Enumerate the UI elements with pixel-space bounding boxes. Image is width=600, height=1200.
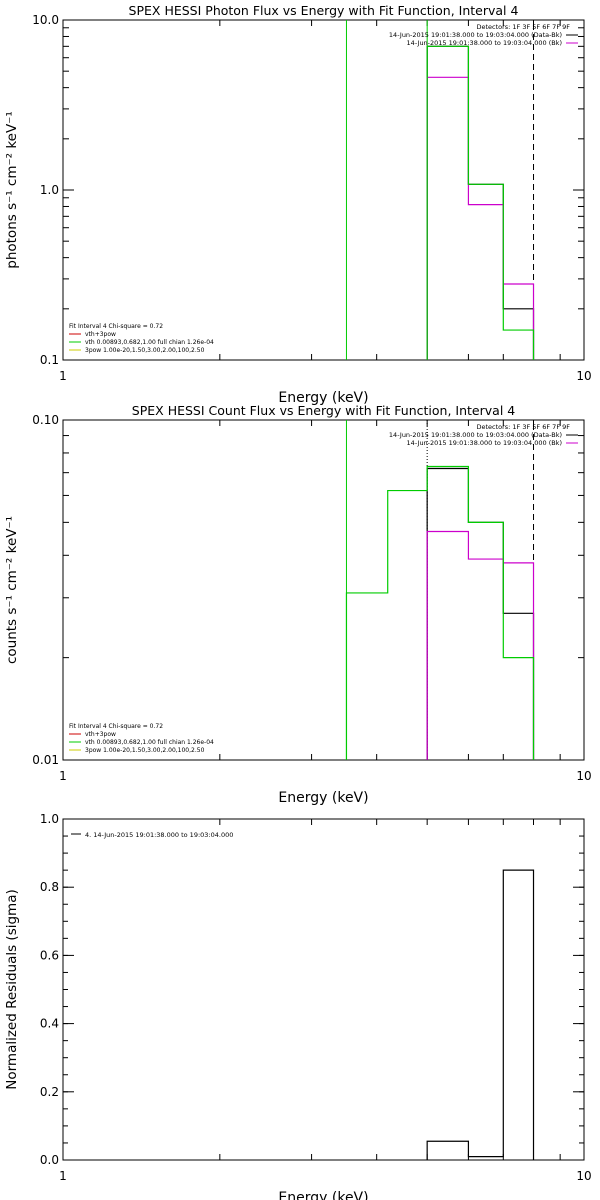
chart-title: SPEX HESSI Count Flux vs Energy with Fit… (132, 403, 515, 418)
legend-entry: 3pow 1.00e-20,1.50,3.00,2.00,100,2.50 (85, 347, 205, 354)
series-step-line-1 (426, 467, 535, 760)
y-tick-label: 0.1 (40, 353, 59, 367)
legend-entry: vth 0.00893,0.682,1.00 full chian 1.26e-… (85, 339, 214, 346)
x-tick-label: 10 (576, 769, 591, 783)
y-axis-label: photons s⁻¹ cm⁻² keV⁻¹ (4, 111, 20, 269)
y-tick-label: 1.0 (40, 812, 59, 826)
legend-entry: 14-Jun-2015 19:01:38.000 to 19:03:04.000… (389, 31, 562, 39)
legend-entry: 14-Jun-2015 19:01:38.000 to 19:03:04.000… (407, 39, 562, 47)
y-tick-label: 0.2 (40, 1085, 59, 1099)
legend-entry: 14-Jun-2015 19:01:38.000 to 19:03:04.000… (389, 431, 562, 439)
legend-detectors: Detectors: 1F 3F 5F 6F 7F 9F (476, 423, 570, 431)
chart-panel-3: Energy (keV) Normalized Residuals (sigma)… (4, 812, 592, 1200)
y-tick-label: 1.0 (40, 183, 59, 197)
y-tick-label: 0.6 (40, 948, 59, 962)
legend-detectors: Detectors: 1F 3F 5F 6F 7F 9F (476, 23, 570, 31)
chart-title: SPEX HESSI Photon Flux vs Energy with Fi… (129, 3, 519, 18)
series-step-line-1 (426, 45, 535, 360)
y-axis-label: counts s⁻¹ cm⁻² keV⁻¹ (4, 516, 20, 664)
legend-entry: 3pow 1.00e-20,1.50,3.00,2.00,100,2.50 (85, 747, 205, 754)
y-tick-label: 0.01 (32, 753, 59, 767)
series-step-line-2 (426, 76, 535, 360)
y-tick-label: 0.8 (40, 880, 59, 894)
x-axis-label: Energy (keV) (278, 390, 368, 406)
plot-frame (62, 419, 585, 761)
y-tick-label: 0.10 (32, 413, 59, 427)
chart-panel-2: SPEX HESSI Count Flux vs Energy with Fit… (4, 403, 592, 806)
legend-entry: 4. 14-Jun-2015 19:01:38.000 to 19:03:04.… (85, 831, 233, 839)
y-tick-label: 0.4 (40, 1017, 59, 1031)
legend-entry: 14-Jun-2015 19:01:38.000 to 19:03:04.000… (407, 439, 562, 447)
y-axis-label: Normalized Residuals (sigma) (4, 889, 20, 1090)
x-tick-label: 10 (576, 369, 591, 383)
x-axis-label: Energy (keV) (278, 790, 368, 806)
y-tick-label: 10.0 (32, 13, 59, 27)
x-tick-label: 1 (59, 1169, 67, 1183)
legend-entry: vth+3pow (85, 331, 116, 338)
fit-summary: Fit Interval 4 Chi-square = 0.72 (69, 723, 163, 730)
series-step-line-3 (426, 45, 535, 360)
y-tick-label: 0.0 (40, 1153, 59, 1167)
x-tick-label: 1 (59, 369, 67, 383)
series-step-line-1 (426, 869, 535, 1160)
chart-panel-1: SPEX HESSI Photon Flux vs Energy with Fi… (4, 3, 592, 406)
legend-entry: vth+3pow (85, 731, 116, 738)
x-tick-label: 1 (59, 769, 67, 783)
series-step-line-3 (345, 465, 535, 760)
x-tick-label: 10 (576, 1169, 591, 1183)
x-axis-label: Energy (keV) (278, 1190, 368, 1200)
fit-summary: Fit Interval 4 Chi-square = 0.72 (69, 323, 163, 330)
legend-entry: vth 0.00893,0.682,1.00 full chian 1.26e-… (85, 739, 214, 746)
series-step-line-2 (426, 530, 535, 760)
